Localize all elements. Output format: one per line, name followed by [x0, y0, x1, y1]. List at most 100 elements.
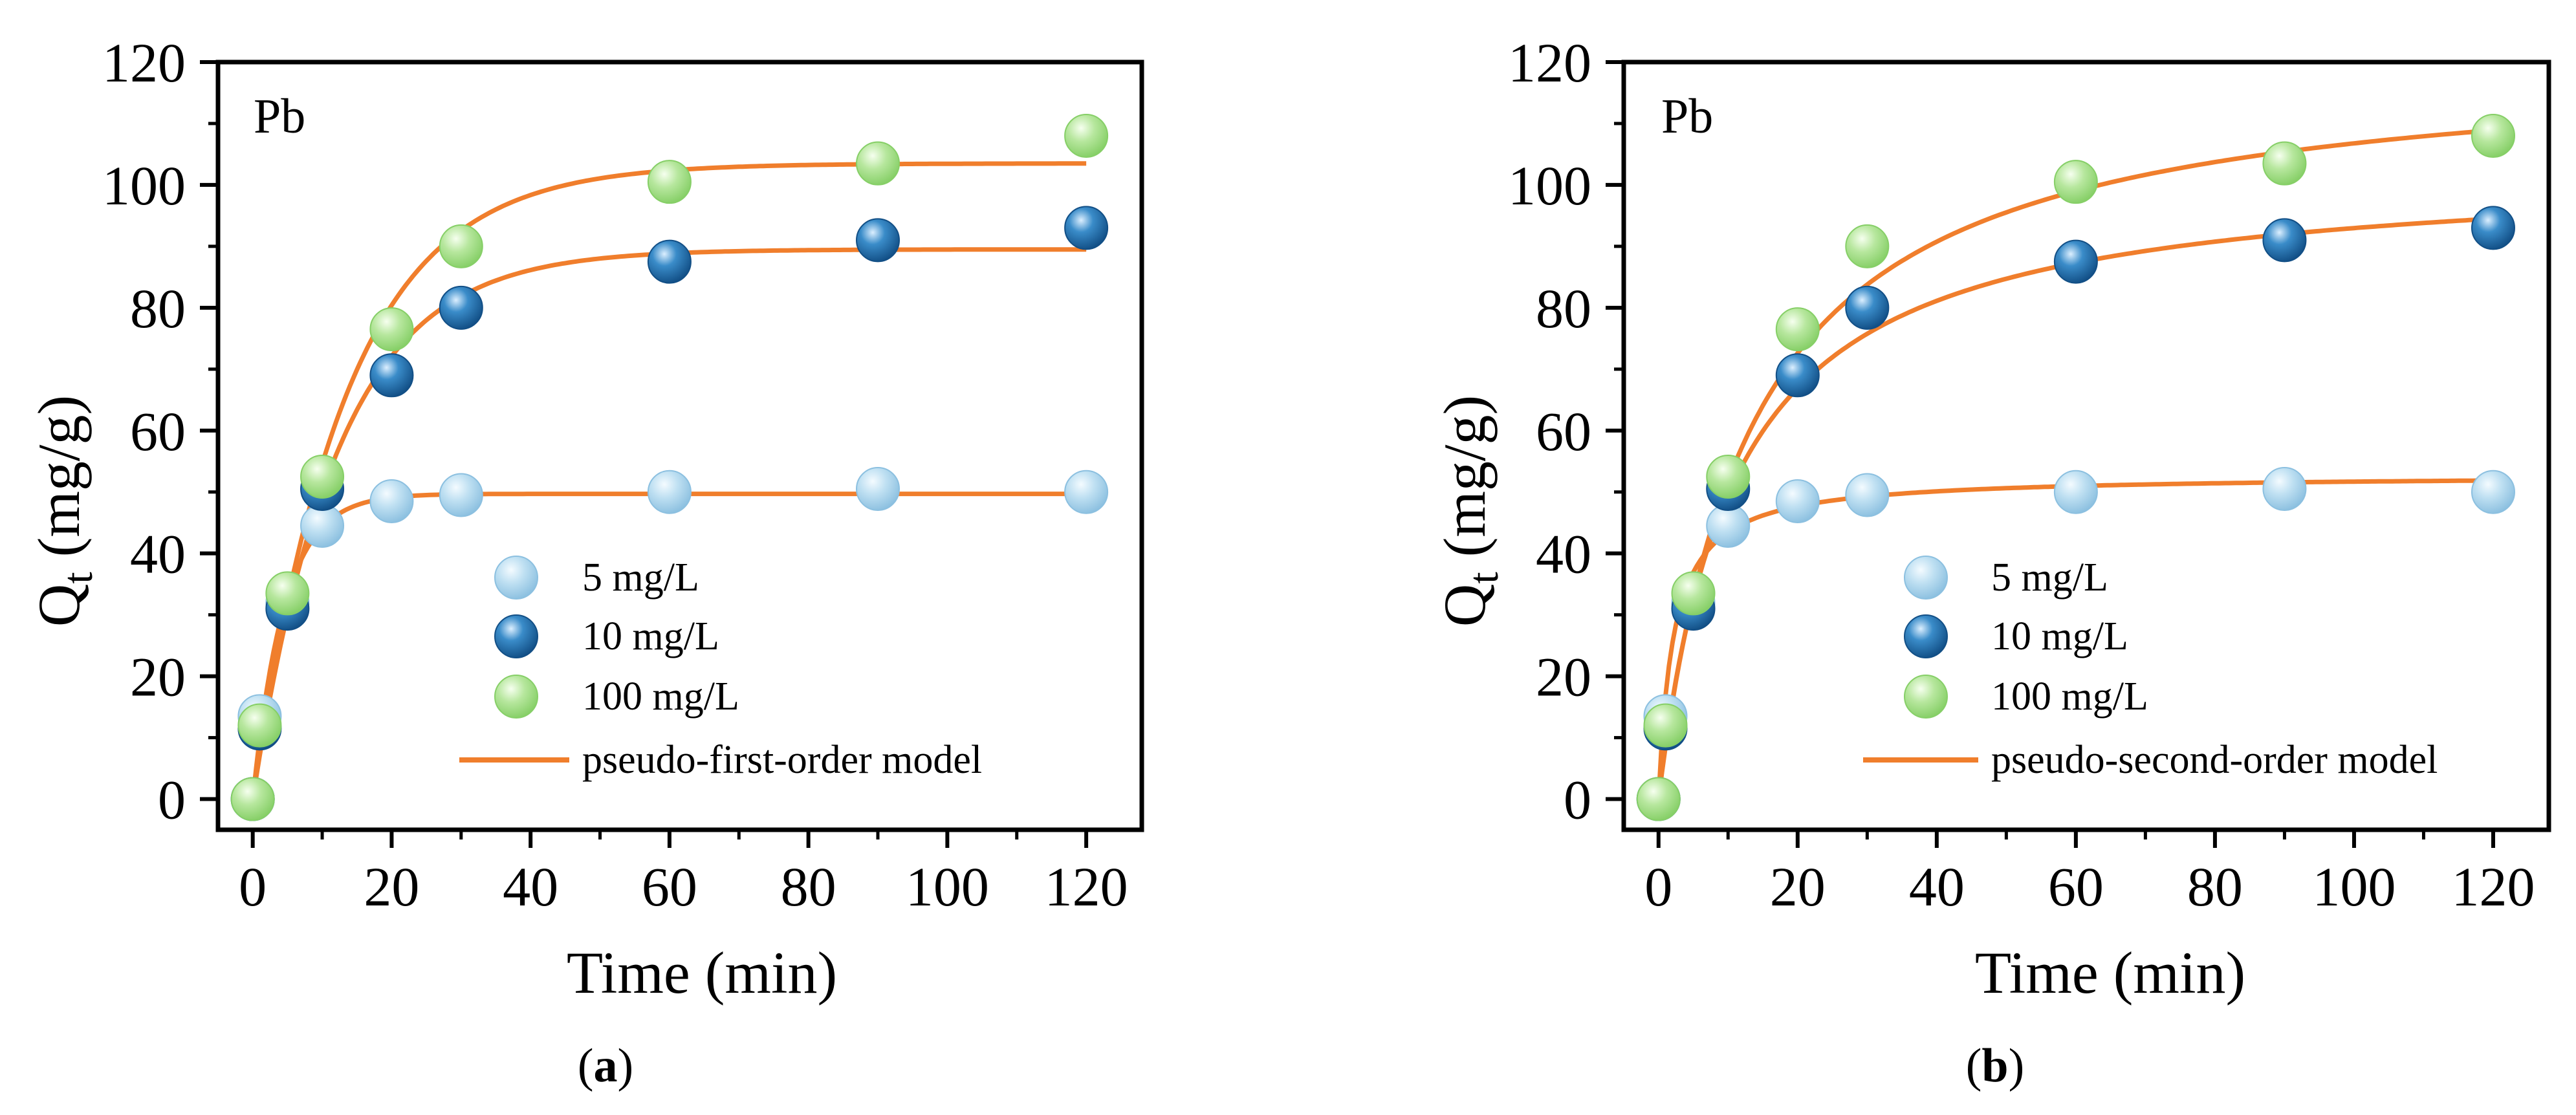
- x-tick-label-40: 40: [503, 856, 558, 918]
- data-point-100mgL-t1: [237, 703, 282, 748]
- legend-marker-10mgL: [1904, 614, 1948, 658]
- legend-label-10mgL: 10 mg/L: [1991, 614, 2128, 658]
- y-axis-title-main: Q: [26, 584, 92, 627]
- data-point-100mgL-t60: [647, 160, 692, 204]
- x-tick-label-80: 80: [2187, 856, 2243, 918]
- y-axis-title: Qt (mg/g): [26, 395, 102, 627]
- data-point-100mgL-t120: [1064, 113, 1109, 158]
- y-tick-label-0: 0: [158, 769, 186, 831]
- legend: 5 mg/L 10 mg/L 100 mg/L pseudo-second-or…: [1863, 556, 2438, 782]
- data-point-10mgL-t90: [2262, 218, 2307, 263]
- data-point-100mgL-t0: [1636, 777, 1681, 821]
- x-tick-label-60: 60: [642, 856, 697, 918]
- x-axis-title: Time (min): [567, 940, 837, 1006]
- y-axis-title: Qt (mg/g): [1432, 395, 1507, 627]
- x-axis-title: Time (min): [1975, 940, 2245, 1006]
- legend-label-model: pseudo-first-order model: [582, 738, 982, 782]
- y-tick-label-20: 20: [1536, 646, 1591, 708]
- data-point-5mgL-t120: [1064, 470, 1109, 514]
- data-point-10mgL-t20: [1775, 353, 1820, 398]
- x-tick-label-20: 20: [1770, 856, 1826, 918]
- y-tick-label-20: 20: [130, 646, 186, 708]
- chart-panel-b: 0 20 40 60 80 100 120 0 20 40 60 80 100 120 Pb Time (…: [1432, 32, 2551, 1092]
- y-tick-label-100: 100: [1508, 155, 1591, 217]
- data-point-100mgL-t90: [856, 141, 900, 186]
- legend-marker-100mgL: [494, 675, 538, 719]
- data-point-100mgL-t5: [1671, 571, 1716, 616]
- data-point-100mgL-t10: [1706, 454, 1751, 499]
- y-axis-title-subscript: t: [54, 572, 102, 583]
- data-point-100mgL-t30: [439, 224, 483, 268]
- legend-label-100mgL: 100 mg/L: [582, 675, 739, 719]
- x-tick-label-0: 0: [239, 856, 267, 918]
- data-point-5mgL-t120: [2471, 470, 2515, 514]
- y-tick-label-60: 60: [130, 400, 186, 462]
- x-tick-label-100: 100: [906, 856, 989, 918]
- data-point-5mgL-t90: [2262, 466, 2307, 511]
- legend-label-10mgL: 10 mg/L: [582, 614, 719, 658]
- y-tick-label-60: 60: [1536, 400, 1591, 462]
- x-tick-label-0: 0: [1644, 856, 1672, 918]
- data-point-10mgL-t120: [2471, 206, 2515, 250]
- chart-panel-a: 0 20 40 60 80 100 120 0 20 40 60 80 100 120 Pb Time (…: [26, 32, 1144, 1092]
- data-point-10mgL-t30: [1845, 285, 1890, 330]
- x-tick-label-60: 60: [2048, 856, 2104, 918]
- y-tick-label-40: 40: [130, 523, 186, 585]
- y-tick-label-40: 40: [1536, 523, 1591, 585]
- data-point-5mgL-t60: [2053, 470, 2098, 514]
- x-tick-label-80: 80: [781, 856, 836, 918]
- legend-marker-10mgL: [494, 614, 538, 658]
- panel-caption: (a): [578, 1039, 633, 1092]
- legend-label-5mgL: 5 mg/L: [1991, 556, 2108, 600]
- plot-frame: [1621, 60, 2551, 832]
- data-point-100mgL-t30: [1845, 224, 1890, 268]
- y-tick-label-100: 100: [102, 155, 186, 217]
- legend-marker-5mgL: [1904, 556, 1948, 600]
- data-point-10mgL-t30: [439, 285, 483, 330]
- data-point-5mgL-t20: [1775, 479, 1820, 523]
- data-point-10mgL-t60: [2053, 239, 2098, 284]
- data-point-100mgL-t20: [369, 307, 414, 352]
- data-point-5mgL-t90: [856, 466, 900, 511]
- data-point-100mgL-t60: [2053, 160, 2098, 204]
- data-point-100mgL-t120: [2471, 113, 2515, 158]
- y-tick-label-0: 0: [1564, 769, 1591, 831]
- y-tick-label-120: 120: [1508, 32, 1591, 94]
- data-point-10mgL-t20: [369, 353, 414, 398]
- y-axis-title-unit: (mg/g): [26, 395, 92, 572]
- x-tick-label-100: 100: [2312, 856, 2396, 918]
- legend: 5 mg/L 10 mg/L 100 mg/L pseudo-first-ord…: [459, 556, 982, 782]
- legend-label-5mgL: 5 mg/L: [582, 556, 699, 600]
- data-point-100mgL-t0: [230, 777, 275, 821]
- panel-element-label: Pb: [254, 89, 305, 144]
- legend-label-100mgL: 100 mg/L: [1991, 675, 2148, 719]
- data-point-5mgL-t30: [1845, 473, 1890, 517]
- data-point-5mgL-t60: [647, 470, 692, 514]
- data-point-100mgL-t1: [1643, 703, 1688, 748]
- x-tick-label-40: 40: [1909, 856, 1965, 918]
- data-point-10mgL-t120: [1064, 206, 1109, 250]
- data-point-5mgL-t20: [369, 479, 414, 523]
- data-point-100mgL-t20: [1775, 307, 1820, 352]
- y-tick-label-120: 120: [102, 32, 186, 94]
- data-point-10mgL-t90: [856, 218, 900, 263]
- legend-label-model: pseudo-second-order model: [1991, 738, 2438, 782]
- data-point-10mgL-t60: [647, 239, 692, 284]
- data-point-5mgL-t30: [439, 473, 483, 517]
- data-point-100mgL-t10: [300, 454, 345, 499]
- x-tick-label-120: 120: [2451, 856, 2535, 918]
- panel-element-label: Pb: [1661, 89, 1713, 144]
- data-point-100mgL-t90: [2262, 141, 2307, 186]
- y-tick-label-80: 80: [130, 277, 186, 340]
- plot-frame: [215, 60, 1144, 832]
- panel-caption: (b): [1966, 1039, 2024, 1092]
- y-axis-title-subscript: t: [1460, 572, 1507, 583]
- legend-marker-100mgL: [1904, 675, 1948, 719]
- y-axis-title-main: Q: [1432, 584, 1498, 627]
- legend-marker-5mgL: [494, 556, 538, 600]
- x-tick-label-120: 120: [1045, 856, 1128, 918]
- y-tick-label-80: 80: [1536, 277, 1591, 340]
- x-tick-label-20: 20: [364, 856, 419, 918]
- y-axis-title-unit: (mg/g): [1432, 395, 1498, 572]
